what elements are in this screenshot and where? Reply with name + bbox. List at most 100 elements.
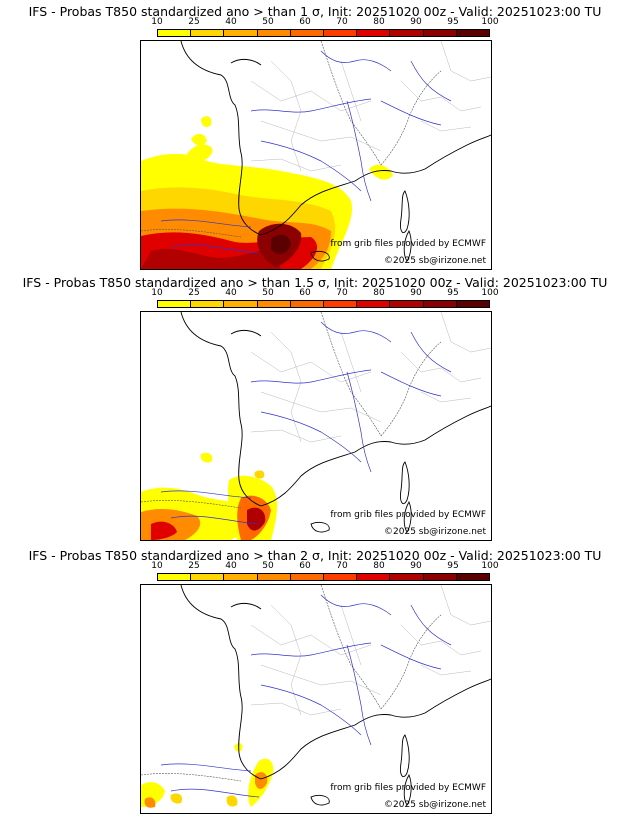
- map-frame: from grib files provided by ECMWF ©2025 …: [140, 584, 492, 814]
- colorbar-tick-label: 25: [188, 288, 200, 298]
- colorbar-segment: [390, 574, 424, 580]
- panel-title: IFS - Probas T850 standardized ano > tha…: [28, 548, 602, 563]
- colorbar-tick-label: 90: [410, 561, 422, 571]
- panel-title: IFS - Probas T850 standardized ano > tha…: [28, 4, 602, 19]
- rivers: [160, 50, 452, 254]
- colorbar-tick-label: 95: [447, 17, 459, 27]
- colorbar-tick-label: 10: [151, 561, 163, 571]
- probability-field: [141, 743, 274, 808]
- colorbar-tick-label: 95: [447, 561, 459, 571]
- colorbar-tick-label: 10: [151, 288, 163, 298]
- rivers: [160, 321, 452, 525]
- data-source-credit: from grib files provided by ECMWF: [330, 510, 486, 520]
- colorbar-segment: [290, 30, 325, 36]
- colorbar-segment: [158, 30, 192, 36]
- data-source-credit: from grib files provided by ECMWF: [330, 239, 486, 249]
- colorbar-tick-label: 70: [336, 561, 348, 571]
- colorbar-tick-label: 100: [481, 288, 499, 298]
- admin-borders: [250, 585, 491, 716]
- colorbar-segment: [158, 301, 192, 307]
- colorbar-bar: [157, 573, 490, 581]
- colorbar-segment: [456, 30, 490, 36]
- coastline: [180, 41, 491, 262]
- colorbar-tick-label: 95: [447, 288, 459, 298]
- colorbar-segment: [390, 301, 424, 307]
- colorbar-segment: [224, 30, 258, 36]
- colorbar-labels: 10 25 40 50 60 70 80 90 95 100: [151, 561, 498, 572]
- colorbar-tick-label: 100: [481, 561, 499, 571]
- probability-field: [141, 452, 278, 540]
- colorbar-tick-label: 25: [188, 561, 200, 571]
- colorbar-segment: [357, 301, 391, 307]
- colorbar-segment: [324, 574, 358, 580]
- colorbar-tick-label: 80: [373, 288, 385, 298]
- colorbar-segment: [224, 574, 258, 580]
- copyright-credit: ©2025 sb@irizone.net: [384, 527, 486, 537]
- colorbar-tick-label: 90: [410, 17, 422, 27]
- colorbar-segment: [290, 301, 325, 307]
- admin-borders: [250, 312, 491, 443]
- copyright-credit: ©2025 sb@irizone.net: [384, 800, 486, 810]
- colorbar-tick-label: 25: [188, 17, 200, 27]
- colorbar: 10 25 40 50 60 70 80 90 95 100: [151, 17, 499, 40]
- country-borders: [141, 585, 442, 782]
- colorbar: 10 25 40 50 60 70 80 90 95 100: [151, 561, 499, 584]
- colorbar-tick-label: 50: [262, 561, 274, 571]
- map-panel-1: IFS - Probas T850 standardized ano > tha…: [0, 4, 630, 274]
- colorbar-segment: [357, 30, 391, 36]
- colorbar-segment: [423, 30, 457, 36]
- coastline: [180, 585, 491, 806]
- map-panel-3: IFS - Probas T850 standardized ano > tha…: [0, 548, 630, 818]
- colorbar-tick-label: 60: [299, 561, 311, 571]
- colorbar-segment: [191, 30, 225, 36]
- coastline: [180, 312, 491, 533]
- colorbar-tick-label: 80: [373, 17, 385, 27]
- map-frame: from grib files provided by ECMWF ©2025 …: [140, 311, 492, 541]
- colorbar-segment: [456, 301, 490, 307]
- probability-field: [141, 116, 393, 269]
- colorbar-bar: [157, 29, 490, 37]
- colorbar-labels: 10 25 40 50 60 70 80 90 95 100: [151, 17, 498, 28]
- colorbar-segment: [324, 30, 358, 36]
- colorbar-tick-label: 80: [373, 561, 385, 571]
- colorbar-segment: [224, 301, 258, 307]
- colorbar-tick-label: 90: [410, 288, 422, 298]
- colorbar-segment: [257, 30, 291, 36]
- data-source-credit: from grib files provided by ECMWF: [330, 783, 486, 793]
- colorbar-segment: [158, 574, 192, 580]
- colorbar-segment: [357, 574, 391, 580]
- colorbar-tick-label: 10: [151, 17, 163, 27]
- colorbar-tick-label: 40: [225, 17, 237, 27]
- copyright-credit: ©2025 sb@irizone.net: [384, 256, 486, 266]
- colorbar-segment: [456, 574, 490, 580]
- colorbar-labels: 10 25 40 50 60 70 80 90 95 100: [151, 288, 498, 299]
- base-map: [141, 312, 491, 540]
- colorbar-tick-label: 70: [336, 288, 348, 298]
- colorbar-segment: [290, 574, 325, 580]
- colorbar-tick-label: 50: [262, 288, 274, 298]
- colorbar-tick-label: 40: [225, 288, 237, 298]
- colorbar-segment: [191, 574, 225, 580]
- colorbar-bar: [157, 300, 490, 308]
- country-borders: [141, 41, 442, 238]
- colorbar-segment: [257, 574, 291, 580]
- colorbar-segment: [390, 30, 424, 36]
- base-map: [141, 585, 491, 808]
- map-panel-2: IFS - Probas T850 standardized ano > tha…: [0, 275, 630, 545]
- colorbar-tick-label: 50: [262, 17, 274, 27]
- colorbar-segment: [257, 301, 291, 307]
- colorbar-tick-label: 60: [299, 17, 311, 27]
- colorbar-tick-label: 100: [481, 17, 499, 27]
- map-frame: from grib files provided by ECMWF ©2025 …: [140, 40, 492, 270]
- colorbar-segment: [423, 574, 457, 580]
- colorbar-tick-label: 60: [299, 288, 311, 298]
- panel-title: IFS - Probas T850 standardized ano > tha…: [22, 275, 608, 290]
- colorbar-segment: [423, 301, 457, 307]
- colorbar-segment: [191, 301, 225, 307]
- colorbar-tick-label: 40: [225, 561, 237, 571]
- country-borders: [141, 312, 442, 509]
- colorbar: 10 25 40 50 60 70 80 90 95 100: [151, 288, 499, 311]
- admin-borders: [250, 41, 491, 172]
- colorbar-tick-label: 70: [336, 17, 348, 27]
- colorbar-segment: [324, 301, 358, 307]
